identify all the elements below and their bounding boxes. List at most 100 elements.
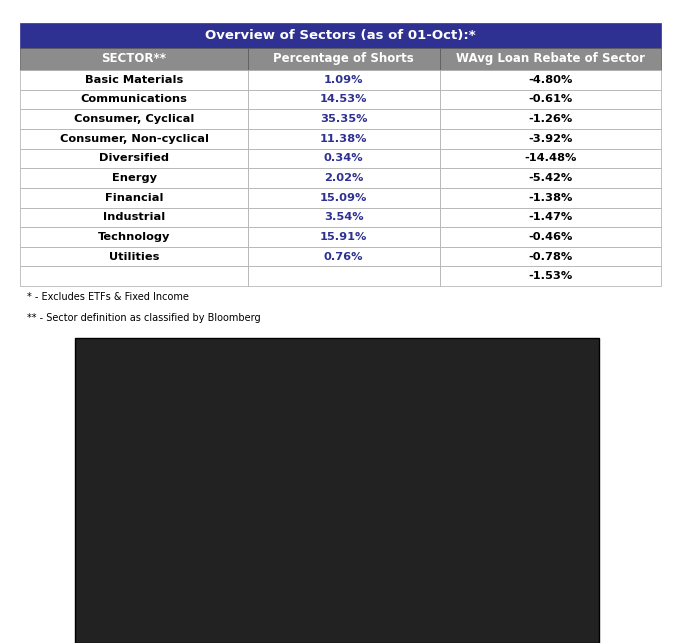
Text: -1.53%: -1.53%	[528, 271, 572, 281]
Wedge shape	[291, 423, 371, 539]
Text: -1.38%: -1.38%	[528, 193, 572, 203]
Bar	[248, 109, 440, 129]
Bar	[440, 227, 661, 247]
Text: Financial, 15.09%: Financial, 15.09%	[128, 473, 244, 484]
Text: Communications,
14.53%: Communications, 14.53%	[323, 377, 419, 420]
Text: Communications: Communications	[80, 95, 187, 104]
Bar	[440, 109, 661, 129]
Text: 3.54%: 3.54%	[324, 212, 364, 222]
Text: Basic Materials,
1.09%: Basic Materials, 1.09%	[264, 365, 335, 412]
Bar	[20, 208, 248, 227]
Bar	[440, 149, 661, 168]
Text: Utilities,
0.76%: Utilities, 0.76%	[276, 365, 313, 412]
Text: Consumer, Cyclical,
35.35%: Consumer, Cyclical, 35.35%	[343, 490, 463, 519]
Bar	[20, 48, 248, 70]
Bar	[248, 266, 440, 286]
Bar	[440, 129, 661, 149]
Wedge shape	[296, 390, 302, 464]
Bar	[20, 70, 248, 89]
Text: Percentage of Shorts: Percentage of Shorts	[273, 52, 414, 65]
Text: -3.92%: -3.92%	[528, 134, 572, 144]
Wedge shape	[242, 464, 296, 518]
Wedge shape	[299, 396, 361, 471]
Bar	[248, 149, 440, 168]
Wedge shape	[296, 396, 299, 471]
Wedge shape	[224, 449, 299, 516]
Text: Consumer, Non-
cyclical, 11.38%: Consumer, Non- cyclical, 11.38%	[186, 512, 274, 556]
Text: SECTOR**: SECTOR**	[101, 52, 167, 65]
Bar	[20, 23, 661, 48]
Bar	[440, 168, 661, 188]
Text: -1.47%: -1.47%	[528, 212, 572, 222]
Text: 1.09%: 1.09%	[324, 75, 364, 85]
Wedge shape	[239, 471, 299, 523]
Bar	[440, 247, 661, 266]
Bar	[20, 227, 248, 247]
Bar	[20, 129, 248, 149]
Bar	[248, 70, 440, 89]
Text: Utilities: Utilities	[109, 251, 159, 262]
Bar	[248, 129, 440, 149]
Bar	[20, 149, 248, 168]
Text: -14.48%: -14.48%	[524, 154, 576, 163]
Text: Diversified: Diversified	[99, 154, 169, 163]
Text: 15.91%: 15.91%	[320, 232, 367, 242]
Wedge shape	[221, 442, 296, 510]
Wedge shape	[293, 390, 296, 464]
Bar	[248, 48, 440, 70]
Wedge shape	[299, 396, 304, 471]
Text: Consumer, Non-cyclical: Consumer, Non-cyclical	[59, 134, 208, 144]
Text: -0.46%: -0.46%	[528, 232, 572, 242]
Bar	[440, 188, 661, 208]
Bar	[440, 208, 661, 227]
Bar	[20, 247, 248, 266]
Text: Industrial, 3.54%: Industrial, 3.54%	[138, 424, 247, 444]
Wedge shape	[294, 430, 374, 546]
Wedge shape	[247, 471, 299, 546]
Legend: Basic Materials, Communications, Consumer, Cyclical, Consumer, Non-cyclical, Div: Basic Materials, Communications, Consume…	[156, 638, 437, 643]
Wedge shape	[234, 396, 299, 471]
Text: 0.34%: 0.34%	[324, 154, 364, 163]
Bar	[20, 266, 248, 286]
Bar	[248, 168, 440, 188]
Wedge shape	[244, 464, 296, 539]
Bar	[248, 247, 440, 266]
Wedge shape	[245, 471, 299, 525]
Bar	[248, 188, 440, 208]
Text: Energy, 2.02%: Energy, 2.02%	[163, 498, 255, 527]
Bar	[20, 89, 248, 109]
Wedge shape	[296, 390, 358, 464]
Text: WAvg Loan Rebate of Sector: WAvg Loan Rebate of Sector	[456, 52, 645, 65]
Bar	[248, 227, 440, 247]
Bar	[440, 89, 661, 109]
Text: Percentage of Shorts: Percentage of Shorts	[167, 381, 348, 395]
Text: Industrial: Industrial	[103, 212, 165, 222]
Bar	[440, 48, 661, 70]
Bar	[248, 89, 440, 109]
Text: * - Excludes ETFs & Fixed Income: * - Excludes ETFs & Fixed Income	[27, 293, 189, 302]
Wedge shape	[227, 433, 299, 471]
Text: -0.61%: -0.61%	[528, 95, 572, 104]
Bar	[440, 266, 661, 286]
Bar	[248, 208, 440, 227]
Text: 11.38%: 11.38%	[320, 134, 368, 144]
Text: -0.78%: -0.78%	[528, 251, 572, 262]
Wedge shape	[232, 390, 296, 464]
Text: 14.53%: 14.53%	[320, 95, 368, 104]
Text: Diversified,  0.34%: Diversified, 0.34%	[147, 501, 258, 532]
Text: Overview of Sectors (as of 01-Oct):*: Overview of Sectors (as of 01-Oct):*	[205, 28, 476, 42]
Text: -4.80%: -4.80%	[528, 75, 572, 85]
Text: 35.35%: 35.35%	[320, 114, 368, 124]
Bar	[20, 168, 248, 188]
Text: Consumer, Cyclical: Consumer, Cyclical	[74, 114, 194, 124]
Bar	[20, 109, 248, 129]
Wedge shape	[236, 464, 296, 517]
Text: -1.26%: -1.26%	[528, 114, 572, 124]
Text: 15.09%: 15.09%	[320, 193, 367, 203]
Text: 0.76%: 0.76%	[324, 251, 364, 262]
Text: -5.42%: -5.42%	[528, 173, 572, 183]
Text: 2.02%: 2.02%	[324, 173, 364, 183]
Text: Basic Materials: Basic Materials	[85, 75, 183, 85]
Bar	[440, 70, 661, 89]
Text: Financial: Financial	[105, 193, 163, 203]
